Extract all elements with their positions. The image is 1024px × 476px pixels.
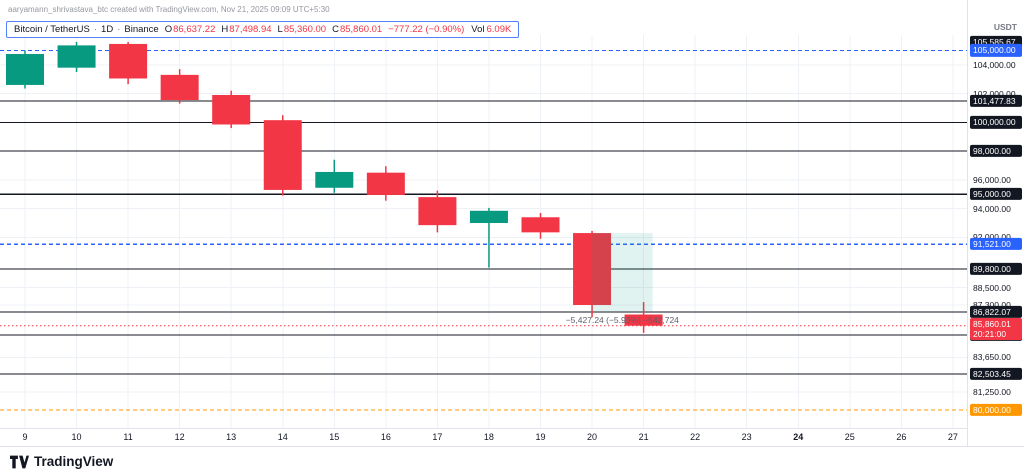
price-tick: 81,250.00 (973, 387, 1011, 397)
candle[interactable] (521, 212, 560, 239)
price-tick: 94,000.00 (973, 203, 1011, 214)
date-label: 27 (947, 432, 958, 442)
date-label: 21 (638, 432, 649, 442)
price-tick: 83,650.00 (973, 352, 1011, 363)
price-axis[interactable]: USDT 104,000.00 102,000.00 96,000.00 94,000… (967, 0, 1024, 446)
price-tick: 92,000.00 (973, 232, 1011, 242)
ohlc-label: O (164, 24, 173, 35)
date-label: 20 (587, 432, 598, 442)
legend-separator: · (117, 24, 121, 35)
date-label: 15 (329, 432, 340, 442)
ohlc-value: 86,637.22 (173, 24, 216, 35)
price-level-badge: 86,822.07 (970, 305, 1022, 318)
candle[interactable] (160, 69, 199, 104)
date-label: 16 (380, 432, 391, 442)
time-axis[interactable]: 9 10 11 12 13 14 15 16 17 18 19 20 21 22 23 24 25 26 27 (0, 428, 967, 446)
date-label: 9 (22, 432, 28, 442)
date-label: 22 (690, 432, 701, 442)
price-level-badge: 98,000.00 (970, 145, 1022, 158)
date-label: 26 (896, 432, 907, 442)
candle[interactable] (57, 42, 96, 72)
change-value: −777.22 (−0.90%) (388, 24, 465, 35)
ohlc-values: O86,637.22 H87,498.94 L85,360.00 C85,860.01 (159, 24, 383, 35)
price-tick: 87,300.00 (973, 300, 1011, 310)
volume-value: 6.09K (486, 24, 512, 35)
tradingview-logo-icon (10, 455, 29, 468)
candle[interactable] (573, 230, 612, 318)
ohlc-label: H (221, 24, 229, 35)
price-tick: 102,000.00 (973, 88, 1016, 99)
ohlc-value: 87,498.94 (229, 24, 272, 35)
bar-countdown: 20:21:00 (973, 328, 1007, 339)
date-label: 13 (226, 432, 237, 442)
legend[interactable]: Bitcoin / TetherUS · 1D · Binance O86,63… (6, 21, 520, 38)
currency-label: USDT (993, 22, 1017, 32)
price-tick: 88,500.00 (973, 282, 1011, 293)
current-price-badge: 85,860.01 20:21:00 (970, 317, 1022, 341)
date-label: 19 (535, 432, 546, 442)
date-label: 24 (793, 432, 804, 442)
date-label: 25 (844, 432, 855, 442)
candle[interactable] (109, 42, 148, 85)
price-level-badge: 91,521.00 (970, 238, 1022, 251)
chart-canvas[interactable]: −5,427.24 (−5.93%) −542,724 (0, 0, 967, 446)
candle[interactable] (6, 50, 44, 89)
ohlc-label: C (332, 24, 339, 35)
candle[interactable] (469, 207, 508, 268)
price-level-badge: 105,000.00 (970, 44, 1022, 57)
candle[interactable] (366, 166, 405, 201)
price-level-badge: 89,800.00 (970, 262, 1022, 276)
price-level-badge: 95,000.00 (970, 188, 1022, 201)
tradingview-logo[interactable]: TradingView (10, 454, 113, 469)
price-tick: 104,000.00 (973, 59, 1016, 70)
ohlc-label: L (277, 24, 283, 35)
measurement-label: −5,427.24 (−5.93%) −542,724 (566, 315, 679, 325)
legend-separator: · (93, 24, 98, 35)
current-price-value: 85,860.01 (973, 318, 1011, 329)
watermark: aaryamann_shrivastava_btc created with T… (8, 5, 330, 14)
date-label: 10 (71, 432, 82, 442)
candle[interactable] (315, 159, 354, 193)
date-label: 18 (483, 432, 494, 442)
price-level-badge: 100,000.00 (970, 116, 1022, 129)
date-label: 11 (123, 432, 133, 442)
candle[interactable] (624, 302, 663, 333)
date-label: 17 (432, 432, 443, 442)
volume-label: Vol (471, 24, 485, 35)
price-level-badge: 82,503.45 (970, 367, 1022, 381)
measurement-box[interactable] (592, 233, 653, 312)
candle[interactable] (212, 90, 251, 129)
date-label: 23 (741, 432, 752, 442)
date-label: 12 (174, 432, 185, 442)
exchange-label[interactable]: Binance (124, 24, 159, 35)
price-level-badge: 80,000.00 (970, 403, 1022, 417)
footer: TradingView (0, 446, 1024, 476)
interval-label[interactable]: 1D (101, 24, 114, 35)
date-label: 14 (277, 432, 288, 442)
brand-name: TradingView (34, 454, 114, 469)
candle[interactable] (418, 190, 457, 233)
candle[interactable] (263, 115, 302, 196)
symbol-title[interactable]: Bitcoin / TetherUS (14, 24, 90, 35)
price-level-badge: 101,477.83 (970, 94, 1022, 108)
price-tick: 96,000.00 (973, 174, 1011, 185)
ohlc-value: 85,360.00 (283, 24, 327, 35)
ohlc-value: 85,860.01 (339, 24, 383, 35)
